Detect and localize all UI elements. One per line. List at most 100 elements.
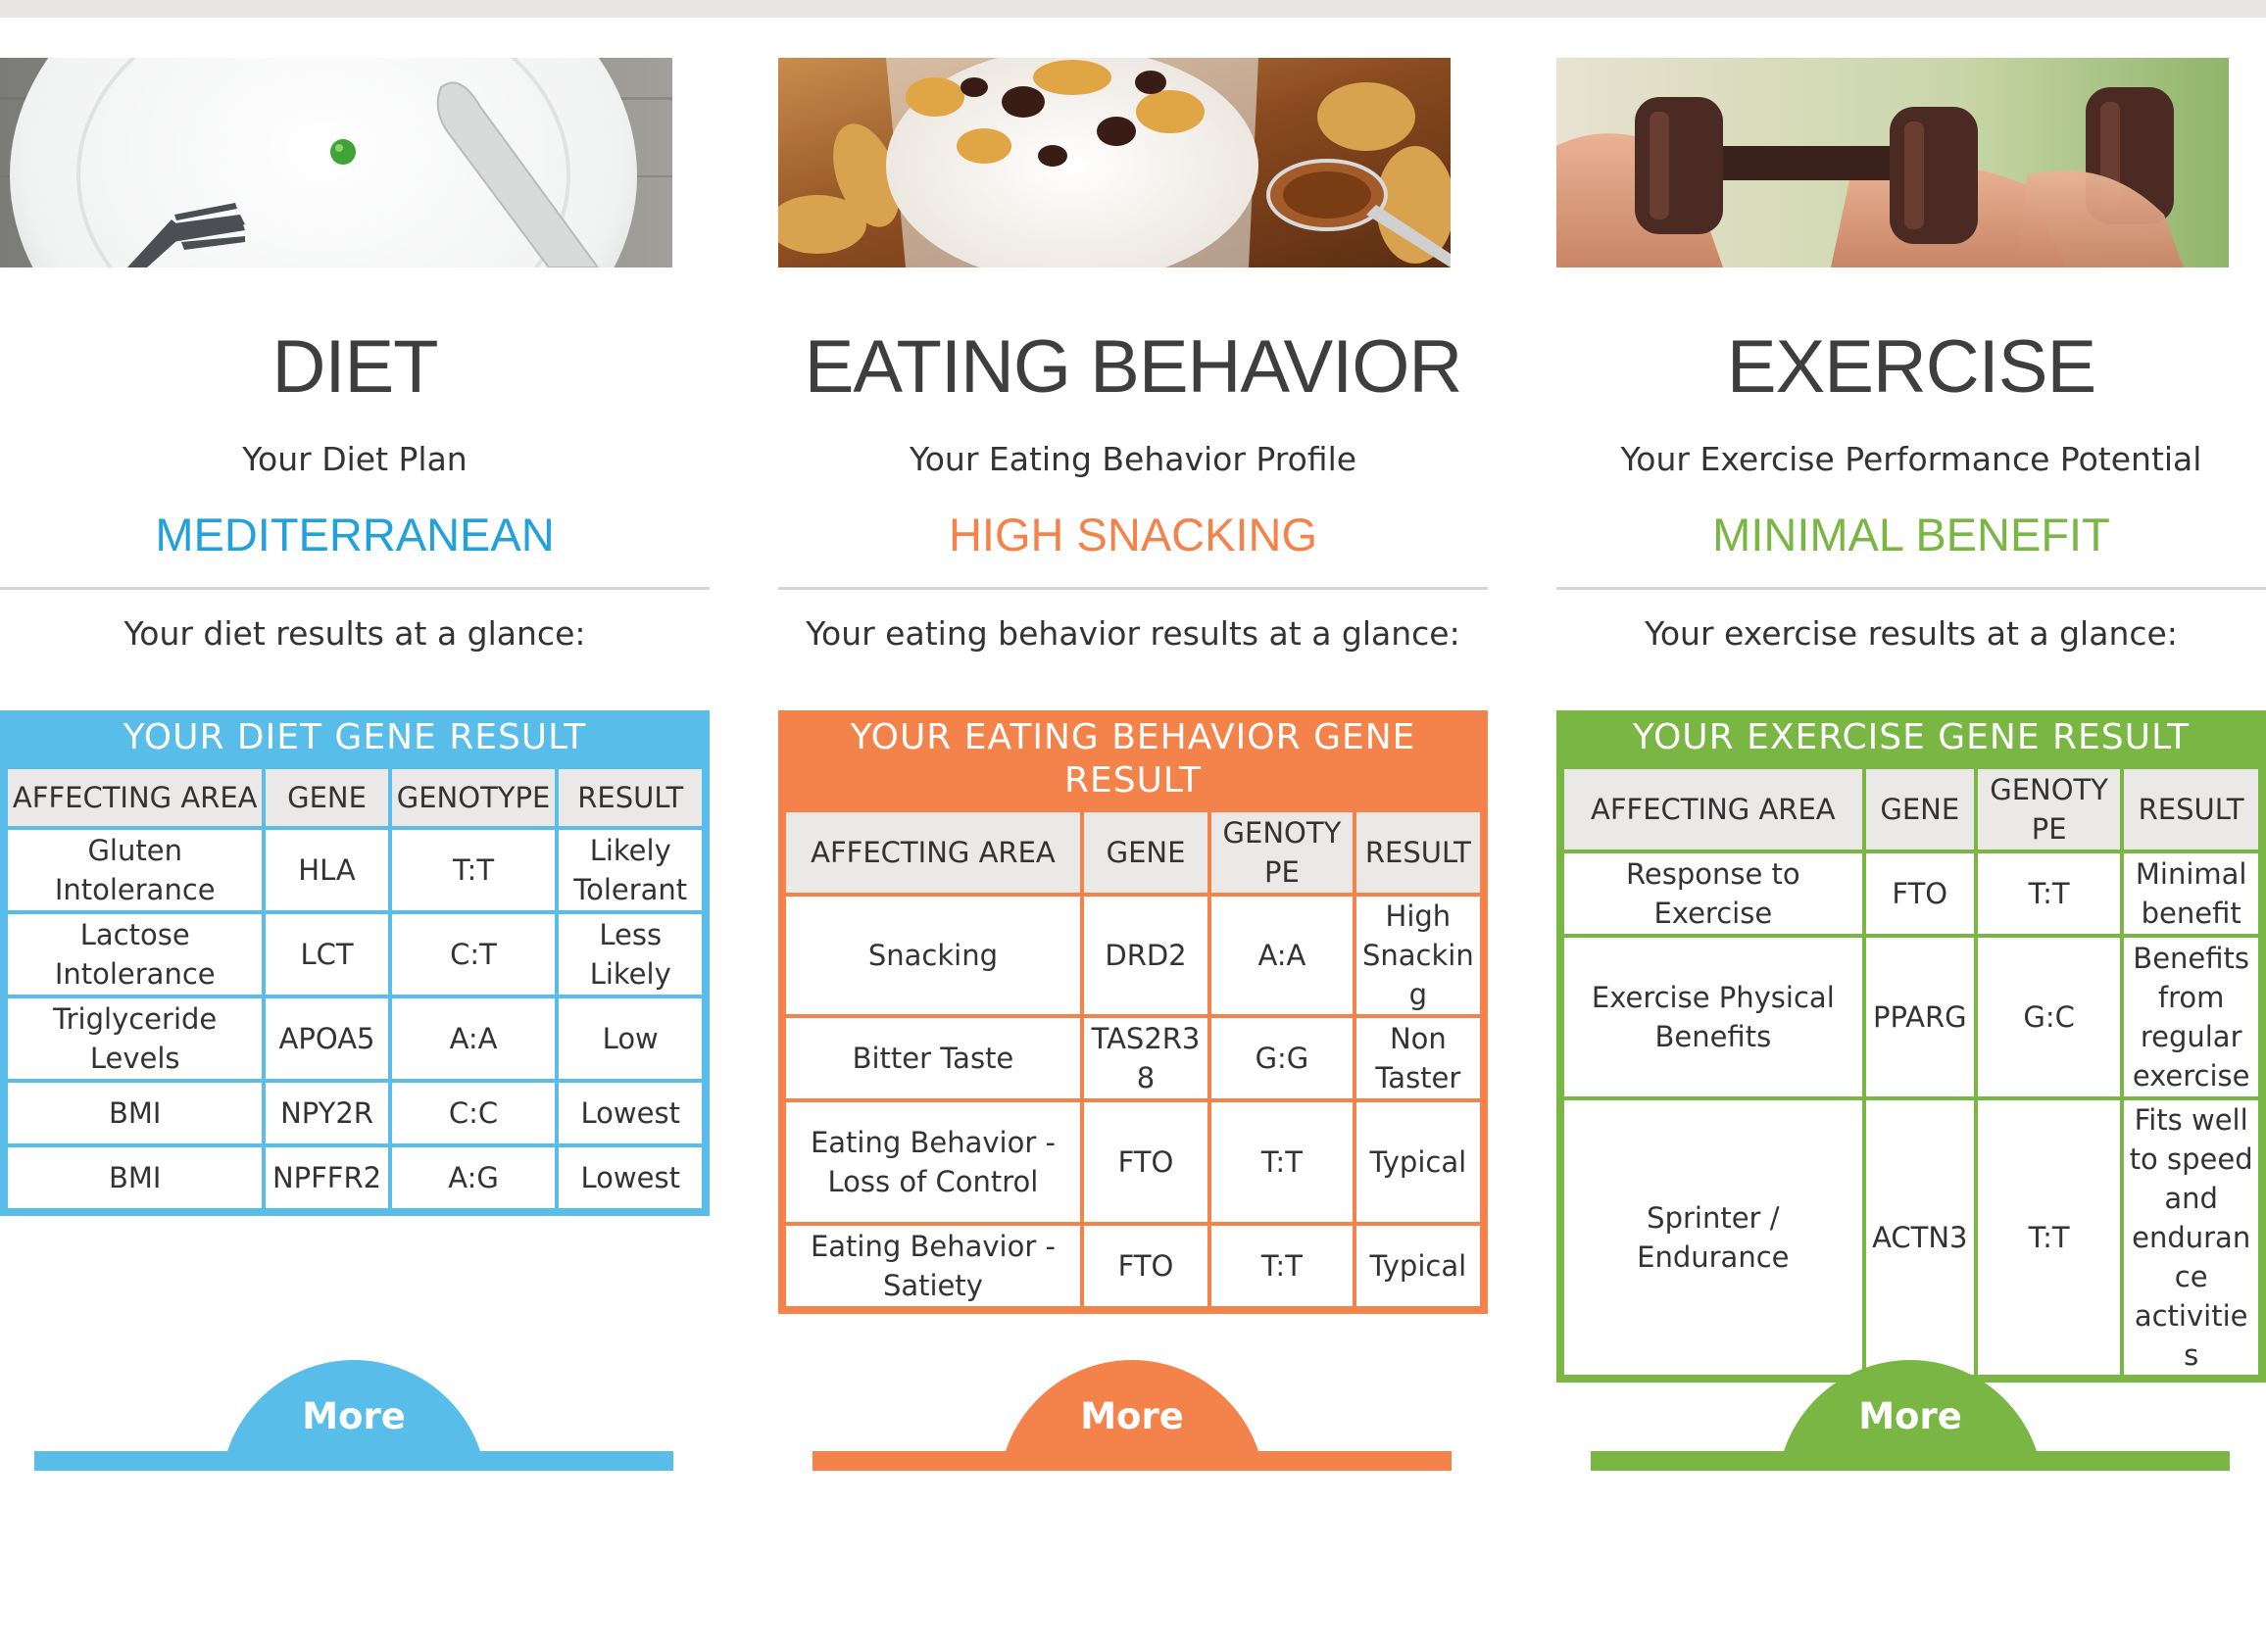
more-bar [1591, 1451, 2230, 1471]
table-row: Snacking DRD2 A:A High Snacking [782, 893, 1485, 1018]
more-label: More [1858, 1395, 1962, 1437]
cell-area: Gluten Intolerance [3, 826, 267, 914]
table-row: Triglyceride Levels APOA5 A:A Low [3, 995, 706, 1083]
table-row: Gluten Intolerance HLA T:T Likely Tolera… [3, 826, 706, 914]
cell-result: High Snacking [1352, 893, 1485, 1018]
table-row: BMI NPFFR2 A:G Lowest [3, 1143, 706, 1212]
more-bar [813, 1451, 1452, 1471]
cell-genotype: G:C [1973, 934, 2125, 1100]
header-affecting-area: AFFECTING AREA [3, 765, 267, 830]
cell-gene: LCT [262, 910, 392, 998]
cell-result: Minimal benefit [2120, 850, 2262, 938]
more-label: More [1080, 1395, 1184, 1437]
header-genotype: GENOTYPE [387, 765, 560, 830]
cell-genotype: C:C [387, 1079, 560, 1147]
eating-behavior-divider [778, 587, 1488, 590]
cell-result: Non Taster [1352, 1014, 1485, 1102]
diet-glance-text: Your diet results at a glance: [123, 614, 586, 653]
table-header-row: AFFECTING AREA GENE GENOTYPE RESULT [3, 765, 706, 830]
eating-behavior-gene-table: YOUR EATING BEHAVIOR GENE RESULT AFFECTI… [778, 710, 1488, 1314]
eating-behavior-table-title: YOUR EATING BEHAVIOR GENE RESULT [782, 710, 1484, 808]
cell-result: Low [555, 995, 706, 1083]
eating-behavior-more-button[interactable]: More [813, 1360, 1452, 1471]
cell-gene: HLA [262, 826, 392, 914]
cell-gene: TAS2R38 [1079, 1014, 1212, 1102]
table-row: Response to Exercise FTO T:T Minimal ben… [1560, 850, 2262, 938]
cell-result: Lowest [555, 1143, 706, 1212]
diet-table-title: YOUR DIET GENE RESULT [4, 710, 706, 765]
cell-result: Lowest [555, 1079, 706, 1147]
cell-area: Eating Behavior - Satiety [782, 1222, 1084, 1310]
cell-result: Likely Tolerant [555, 826, 706, 914]
table-row: Sprinter / Endurance ACTN3 T:T Fits well… [1560, 1096, 2262, 1379]
cell-result: Typical [1352, 1222, 1485, 1310]
header-result: RESULT [2120, 765, 2262, 853]
eating-behavior-photo [778, 58, 1451, 267]
cell-genotype: T:T [387, 826, 560, 914]
diet-plan-value: MEDITERRANEAN [155, 509, 555, 560]
exercise-gene-table: YOUR EXERCISE GENE RESULT AFFECTING AREA… [1556, 710, 2266, 1383]
cell-gene: ACTN3 [1861, 1096, 1978, 1379]
cell-area: Eating Behavior - Loss of Control [782, 1098, 1084, 1226]
table-row: Lactose Intolerance LCT C:T Less Likely [3, 910, 706, 998]
cell-genotype: T:T [1973, 1096, 2125, 1379]
cell-area: Bitter Taste [782, 1014, 1084, 1102]
diet-more-button[interactable]: More [34, 1360, 673, 1471]
cell-gene: NPFFR2 [262, 1143, 392, 1212]
top-bar [0, 0, 2266, 18]
header-gene: GENE [1079, 808, 1212, 897]
cell-area: Triglyceride Levels [3, 995, 267, 1083]
header-affecting-area: AFFECTING AREA [1560, 765, 1866, 853]
cell-gene: FTO [1861, 850, 1978, 938]
eating-behavior-glance-text: Your eating behavior results at a glance… [806, 614, 1460, 653]
header-result: RESULT [1352, 808, 1485, 897]
eating-behavior-heading: EATING BEHAVIOR [804, 325, 1463, 409]
cell-area: Sprinter / Endurance [1560, 1096, 1866, 1379]
cell-area: Snacking [782, 893, 1084, 1018]
cell-result: Fits well to speed and endurance activit… [2120, 1096, 2262, 1379]
diet-divider [0, 587, 710, 590]
header-genotype: GENOTYPE [1207, 808, 1356, 897]
cell-area: Response to Exercise [1560, 850, 1866, 938]
table-row: BMI NPY2R C:C Lowest [3, 1079, 706, 1147]
eating-behavior-plan-value: HIGH SNACKING [948, 509, 1318, 560]
header-result: RESULT [555, 765, 706, 830]
diet-gene-table: YOUR DIET GENE RESULT AFFECTING AREA GEN… [0, 710, 710, 1216]
cell-genotype: G:G [1207, 1014, 1356, 1102]
cell-gene: FTO [1079, 1222, 1212, 1310]
table-row: Bitter Taste TAS2R38 G:G Non Taster [782, 1014, 1485, 1102]
cell-genotype: T:T [1207, 1222, 1356, 1310]
table-header-row: AFFECTING AREA GENE GENOTYPE RESULT [1560, 765, 2262, 853]
more-bar [34, 1451, 673, 1471]
table-row: Eating Behavior - Satiety FTO T:T Typica… [782, 1222, 1485, 1310]
exercise-glance-text: Your exercise results at a glance: [1645, 614, 2178, 653]
cell-genotype: A:A [1207, 893, 1356, 1018]
cell-genotype: C:T [387, 910, 560, 998]
diet-photo [0, 58, 672, 267]
header-genotype: GENOTYPE [1973, 765, 2125, 853]
table-row: Eating Behavior - Loss of Control FTO T:… [782, 1098, 1485, 1226]
cell-genotype: T:T [1973, 850, 2125, 938]
table-row: Exercise Physical Benefits PPARG G:C Ben… [1560, 934, 2262, 1100]
eating-behavior-subtitle: Your Eating Behavior Profile [909, 440, 1357, 478]
exercise-photo [1556, 58, 2229, 267]
exercise-table-title: YOUR EXERCISE GENE RESULT [1560, 710, 2262, 765]
diet-subtitle: Your Diet Plan [242, 440, 468, 478]
table-header-row: AFFECTING AREA GENE GENOTYPE RESULT [782, 808, 1485, 897]
exercise-heading: EXERCISE [1726, 325, 2096, 409]
cell-area: Lactose Intolerance [3, 910, 267, 998]
cell-gene: APOA5 [262, 995, 392, 1083]
cell-area: BMI [3, 1143, 267, 1212]
cell-result: Typical [1352, 1098, 1485, 1226]
cell-genotype: T:T [1207, 1098, 1356, 1226]
exercise-divider [1556, 587, 2266, 590]
more-label: More [302, 1395, 406, 1437]
exercise-more-button[interactable]: More [1591, 1360, 2230, 1471]
header-gene: GENE [262, 765, 392, 830]
header-affecting-area: AFFECTING AREA [782, 808, 1084, 897]
exercise-plan-value: MINIMAL BENEFIT [1712, 509, 2110, 560]
cell-gene: FTO [1079, 1098, 1212, 1226]
cell-gene: NPY2R [262, 1079, 392, 1147]
cell-area: Exercise Physical Benefits [1560, 934, 1866, 1100]
cell-gene: PPARG [1861, 934, 1978, 1100]
